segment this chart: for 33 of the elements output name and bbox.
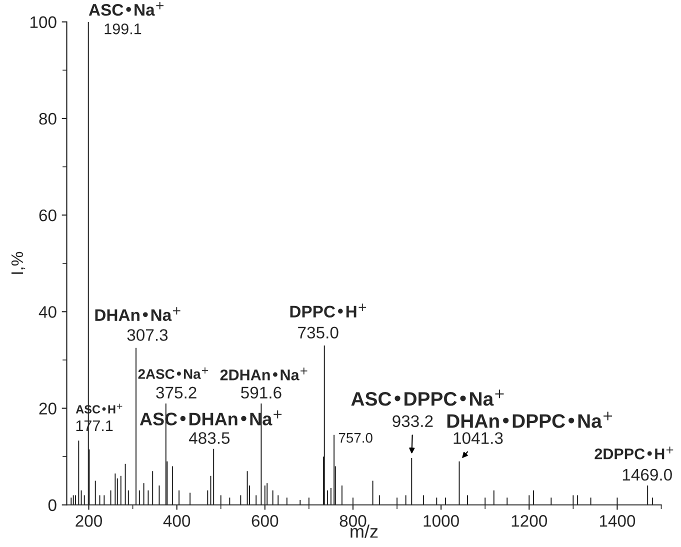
y-tick-label: 80 — [39, 112, 56, 125]
annotation: 483.5 — [188, 432, 230, 444]
annotation: 307.3 — [127, 329, 168, 341]
annotation: 1041.3 — [454, 432, 503, 444]
x-tick-label: 1000 — [424, 515, 459, 527]
annotation: 1469.0 — [622, 468, 672, 481]
annotation: 375.2 — [156, 386, 196, 399]
x-tick-label: 600 — [252, 515, 278, 527]
y-tick-label: 20 — [39, 402, 56, 414]
annotation: 2ASC•Na$^{+}$ — [138, 367, 208, 379]
annotation: ASC•Na$^{+}$ — [88, 2, 164, 16]
y-tick-label: 60 — [39, 209, 56, 222]
annotation: DHAn•Na$^{+}$ — [95, 307, 180, 321]
x-tick-label: 1400 — [600, 515, 636, 527]
annotation: 2DPPC•H$^{+}$ — [594, 446, 674, 460]
annotation: 591.6 — [241, 386, 282, 399]
y-tick-label: 100 — [30, 16, 56, 28]
annotation: 2DHAn•Na$^{+}$ — [220, 368, 308, 380]
annotation: DHAn•DPPC•Na$^{+}$ — [447, 412, 612, 428]
x-tick-label: 200 — [76, 515, 102, 527]
y-tick-label: 0 — [48, 499, 56, 512]
y-axis-title: I,% — [11, 252, 26, 274]
annotation: 933.2 — [392, 415, 433, 428]
x-axis-title: m/z — [350, 524, 378, 538]
y-tick-label: 40 — [38, 306, 56, 318]
annotation: 757.0 — [338, 432, 372, 443]
annotation: DPPC•H$^{+}$ — [290, 304, 366, 318]
x-tick-label: 800 — [340, 515, 366, 527]
x-tick-label: 400 — [163, 515, 190, 527]
x-tick-label: 1200 — [512, 515, 548, 527]
annotation: 735.0 — [298, 326, 338, 339]
annotation: 199.1 — [104, 23, 142, 34]
annotation: ASC•DPPC•Na$^{+}$ — [351, 390, 504, 406]
